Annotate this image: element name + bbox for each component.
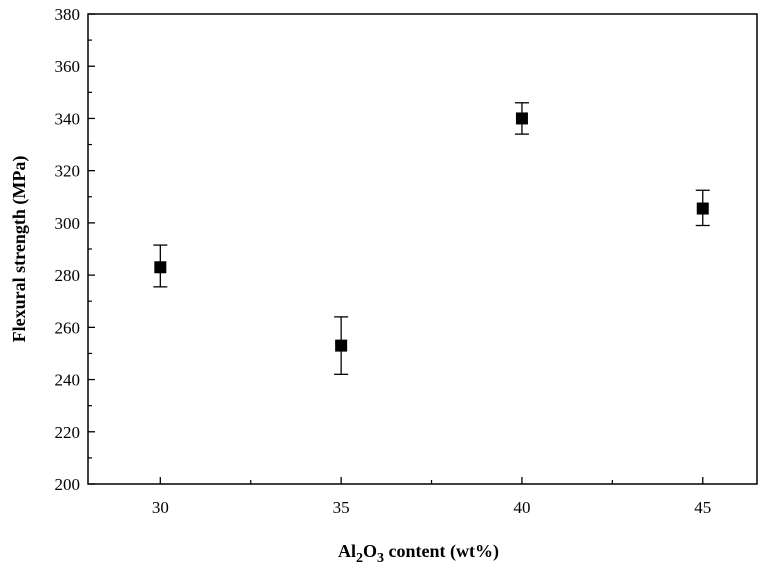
x-axis-title: Al2O3 content (wt%) xyxy=(338,541,499,566)
y-tick-label: 200 xyxy=(55,475,81,494)
y-tick-label: 360 xyxy=(55,57,81,76)
y-tick-label: 340 xyxy=(55,109,81,128)
data-point-marker xyxy=(154,261,167,274)
x-axis-title-part: O xyxy=(363,541,377,561)
y-tick-label: 320 xyxy=(55,162,81,181)
x-tick-label: 30 xyxy=(152,498,169,517)
data-point-group xyxy=(334,316,349,375)
x-tick-label: 35 xyxy=(333,498,350,517)
x-axis-title-subscript: 3 xyxy=(377,551,384,566)
x-axis-title-part: content (wt%) xyxy=(384,541,499,562)
x-tick-labels: 30 35 40 45 xyxy=(152,498,711,517)
y-tick-label: 220 xyxy=(55,423,81,442)
data-point-marker xyxy=(515,112,528,125)
x-axis-title-subscript: 2 xyxy=(356,551,363,566)
y-tick-labels: 200 220 240 260 280 300 320 340 360 380 xyxy=(55,5,81,494)
x-tick-label: 40 xyxy=(513,498,530,517)
data-point-group xyxy=(514,102,529,135)
y-tick-label: 300 xyxy=(55,214,81,233)
x-axis-title-part: Al xyxy=(338,541,356,561)
plot-axes xyxy=(87,13,758,485)
y-axis-title: Flexural strength (MPa) xyxy=(9,156,30,343)
data-point-marker xyxy=(335,339,348,352)
y-tick-label: 380 xyxy=(55,5,81,24)
axis-ticks xyxy=(88,13,704,485)
data-point-marker xyxy=(696,202,709,215)
y-tick-label: 280 xyxy=(55,266,81,285)
x-tick-label: 45 xyxy=(694,498,711,517)
data-point-group xyxy=(695,189,710,227)
data-points xyxy=(153,102,710,375)
y-tick-label: 240 xyxy=(55,371,81,390)
y-tick-label: 260 xyxy=(55,318,81,337)
plot-frame xyxy=(87,13,758,485)
data-point-group xyxy=(153,244,168,288)
